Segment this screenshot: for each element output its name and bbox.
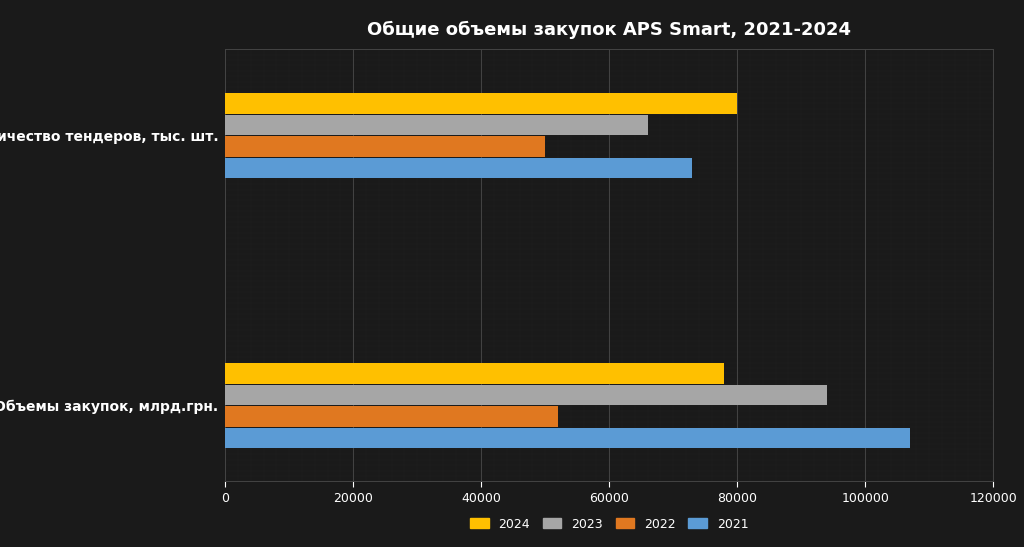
- Bar: [225, 158, 692, 178]
- Legend: 2024, 2023, 2022, 2021: 2024, 2023, 2022, 2021: [465, 513, 754, 536]
- Bar: [225, 93, 737, 114]
- Bar: [225, 115, 648, 135]
- Bar: [225, 363, 725, 383]
- Title: Общие объемы закупок APS Smart, 2021-2024: Общие объемы закупок APS Smart, 2021-202…: [368, 21, 851, 39]
- Bar: [225, 428, 910, 449]
- Bar: [225, 385, 827, 405]
- Bar: [225, 406, 558, 427]
- Bar: [225, 136, 545, 156]
